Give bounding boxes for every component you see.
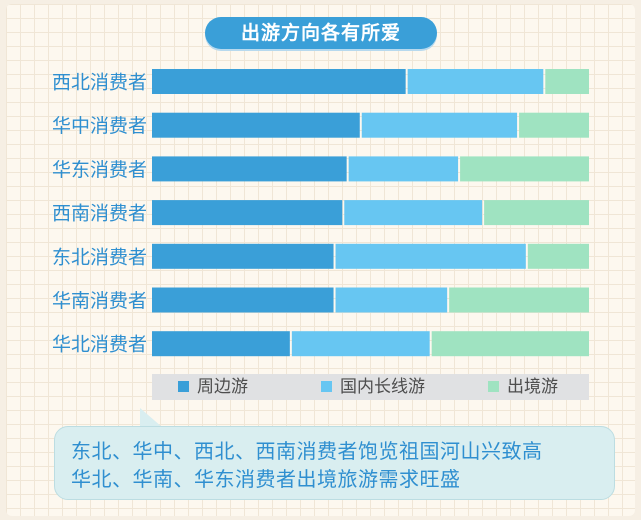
legend-label-guonei: 国内长线游 [340,377,425,397]
bar-zhoubian [152,287,334,313]
summary-note: 东北、华中、西北、西南消费者饱览祖国河山兴致高 华北、华南、华东消费者出境旅游需… [54,426,615,500]
category-label: 华南消费者 [52,290,147,312]
legend-swatch-chujing [488,380,499,392]
bar-chujing [449,287,589,313]
category-label: 西北消费者 [52,72,147,94]
bar-zhoubian [152,69,406,94]
bar-zhoubian [152,243,334,269]
bar-chujing [545,69,589,94]
bar-chujing [527,243,589,269]
legend-label-zhoubian: 周边游 [197,377,248,397]
bar-zhoubian [152,156,347,182]
summary-line-2: 华北、华南、华东消费者出境旅游需求旺盛 [71,467,461,491]
bar-guonei [348,156,459,182]
legend-swatch-guonei [321,380,332,392]
legend-item-guonei: 国内长线游 [321,374,425,400]
category-label: 华北消费者 [52,334,147,356]
legend: 周边游 国内长线游 出境游 [152,374,589,400]
legend-label-chujing: 出境游 [507,377,558,397]
category-label: 华东消费者 [52,159,147,181]
bar-zhoubian [152,112,360,138]
note-callout-tail [140,408,162,427]
chart-title: 出游方向各有所爱 [205,17,437,49]
category-label: 华中消费者 [52,115,147,137]
legend-item-zhoubian: 周边游 [178,374,248,400]
bar-guonei [407,69,544,94]
bar-zhoubian [152,200,343,226]
bar-guonei [344,200,483,226]
legend-item-chujing: 出境游 [488,374,558,400]
bar-zhoubian [152,331,290,357]
category-label: 西南消费者 [52,203,147,225]
bar-chujing [484,200,589,226]
bar-guonei [335,287,448,313]
bar-guonei [291,331,430,357]
bar-guonei [335,243,526,269]
legend-swatch-zhoubian [178,380,189,392]
bar-chujing [519,112,589,138]
category-label: 东北消费者 [52,246,147,268]
bar-guonei [361,112,518,138]
bar-chujing [431,331,589,357]
summary-line-1: 东北、华中、西北、西南消费者饱览祖国河山兴致高 [71,439,543,463]
bar-chujing [460,156,589,182]
